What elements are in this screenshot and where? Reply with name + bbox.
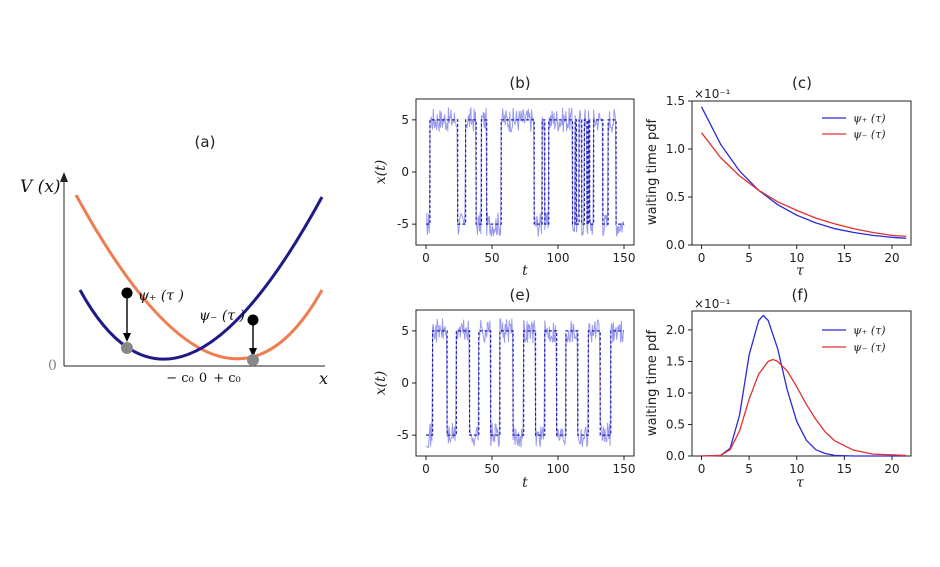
dichotomous-step-trace (426, 330, 624, 436)
y-tick-label: 0 (401, 165, 409, 179)
x-tick-label: 50 (484, 251, 499, 265)
panel-f-frame (691, 310, 912, 457)
pdf-curve-psi-plus (701, 314, 907, 457)
panel-f-title: (f) (792, 286, 809, 304)
y-tick-label: 1.5 (666, 94, 685, 108)
arrow-down-icon (123, 333, 131, 342)
y-tick-label: 0 (401, 376, 409, 390)
panel-f-multiplier: ×10⁻¹ (694, 297, 731, 311)
y-tick-label: 1.0 (666, 142, 685, 156)
x-tick-label: 0 (422, 251, 430, 265)
panel-e: (e) 0 50 100 150 -5 0 5 t x(t) (373, 286, 635, 491)
panel-a-xlabel: x (319, 369, 328, 388)
label-psi-plus: ψ₊ (τ ) (138, 288, 184, 304)
x-tick-label: 100 (547, 462, 570, 476)
y-tick-label: 0.5 (666, 190, 685, 204)
noisy-trace (425, 106, 625, 237)
panel-c-ylabel: waiting time pdf (645, 119, 660, 226)
x-tick-label: 0 (698, 462, 706, 476)
panel-c-frame (691, 100, 912, 246)
y-tick-label: 5 (401, 324, 409, 338)
y-tick-label: -5 (397, 428, 409, 442)
y-tick-label: 5 (401, 113, 409, 127)
y-tick-label: 0.0 (666, 449, 685, 463)
legend-label-psi-minus: ψ₋ (τ) (853, 341, 886, 354)
panel-a-zero-label: 0 (48, 358, 57, 374)
x-tick-label: 50 (484, 462, 499, 476)
panel-b-title: (b) (509, 74, 530, 92)
x-tick-label: 20 (884, 462, 899, 476)
dot-psi-minus-top (247, 314, 259, 326)
panel-f-ylabel: waiting time pdf (645, 330, 660, 437)
legend-label-psi-plus: ψ₊ (τ) (853, 112, 886, 125)
panel-f-legend: ψ₊ (τ) ψ₋ (τ) (822, 324, 886, 354)
panel-a: (a) V (x) x 0 − c₀ 0 + c₀ ψ₊ (τ ) ψ₋ (τ … (20, 133, 328, 388)
panel-c-curves (700, 106, 907, 239)
y-tick-label: 2.0 (666, 323, 685, 337)
panel-e-traces (425, 317, 625, 449)
panel-c-legend: ψ₊ (τ) ψ₋ (τ) (822, 112, 886, 141)
x-tick-label: 10 (789, 251, 804, 265)
y-tick-label: -5 (397, 217, 409, 231)
panel-b-xlabel: t (522, 263, 528, 279)
panel-b-ylabel: x(t) (373, 160, 389, 184)
panel-e-xlabel: t (522, 475, 528, 491)
potential-curve-plus (74, 194, 324, 361)
panel-b-ticks: 0 50 100 150 -5 0 5 (397, 113, 635, 265)
y-tick-label: 0.0 (666, 238, 685, 252)
panel-c-multiplier: ×10⁻¹ (694, 87, 731, 101)
panel-c-ticks: 0 5 10 15 20 0.0 0.5 1.0 1.5 (666, 94, 900, 265)
panel-e-ticks: 0 50 100 150 -5 0 5 (397, 324, 635, 476)
pdf-curve-psi-plus (700, 106, 907, 239)
pdf-curve-psi-minus (700, 132, 907, 238)
panel-c-xlabel: τ (796, 263, 804, 279)
panel-e-ylabel: x(t) (373, 371, 389, 395)
panel-f: (f) ×10⁻¹ 0 5 10 15 20 0.0 0.5 1.0 1.5 2.0 ψ₊ (τ)… (645, 286, 912, 491)
panel-f-ticks: 0 5 10 15 20 0.0 0.5 1.0 1.5 2.0 (666, 323, 900, 476)
y-tick-label: 1.5 (666, 354, 685, 368)
panel-a-xtick-plus: + c₀ (213, 371, 241, 386)
y-axis-arrow-icon (60, 172, 68, 182)
panel-a-xtick-zero: 0 (199, 371, 207, 386)
panel-b: (b) 0 50 100 150 -5 0 5 t x(t) (373, 74, 635, 279)
x-tick-label: 20 (884, 251, 899, 265)
y-tick-label: 1.0 (666, 386, 685, 400)
x-tick-label: 0 (698, 251, 706, 265)
legend-label-psi-plus: ψ₊ (τ) (853, 324, 886, 337)
dot-psi-plus-top (121, 287, 133, 299)
panel-b-traces (425, 106, 625, 237)
dichotomous-step-trace (426, 119, 624, 225)
x-tick-label: 100 (547, 251, 570, 265)
panel-a-title: (a) (195, 133, 216, 151)
x-tick-label: 5 (745, 462, 753, 476)
panel-a-xtick-minus: − c₀ (166, 371, 194, 386)
x-tick-label: 150 (613, 251, 636, 265)
x-tick-label: 0 (422, 462, 430, 476)
panel-a-ylabel: V (x) (20, 177, 61, 197)
noisy-trace (425, 317, 625, 449)
panel-e-title: (e) (510, 286, 531, 304)
x-tick-label: 15 (837, 251, 852, 265)
dot-psi-plus-bottom (121, 342, 133, 354)
legend-label-psi-minus: ψ₋ (τ) (853, 128, 886, 141)
arrow-down-icon (249, 348, 257, 357)
x-tick-label: 15 (837, 462, 852, 476)
x-tick-label: 5 (745, 251, 753, 265)
x-tick-label: 10 (789, 462, 804, 476)
y-tick-label: 0.5 (666, 417, 685, 431)
panel-c: (c) ×10⁻¹ 0 5 10 15 20 0.0 0.5 1.0 1.5 ψ₊ (τ) ψ₋… (645, 74, 912, 279)
panel-f-xlabel: τ (796, 475, 804, 491)
potential-curve-minus (78, 196, 324, 361)
panel-f-curves (701, 314, 907, 457)
x-tick-label: 150 (613, 462, 636, 476)
label-psi-minus: ψ₋ (τ ) (199, 308, 245, 324)
panel-c-title: (c) (792, 74, 812, 92)
dot-psi-minus-bottom (247, 354, 259, 366)
pdf-curve-psi-minus (701, 358, 907, 457)
